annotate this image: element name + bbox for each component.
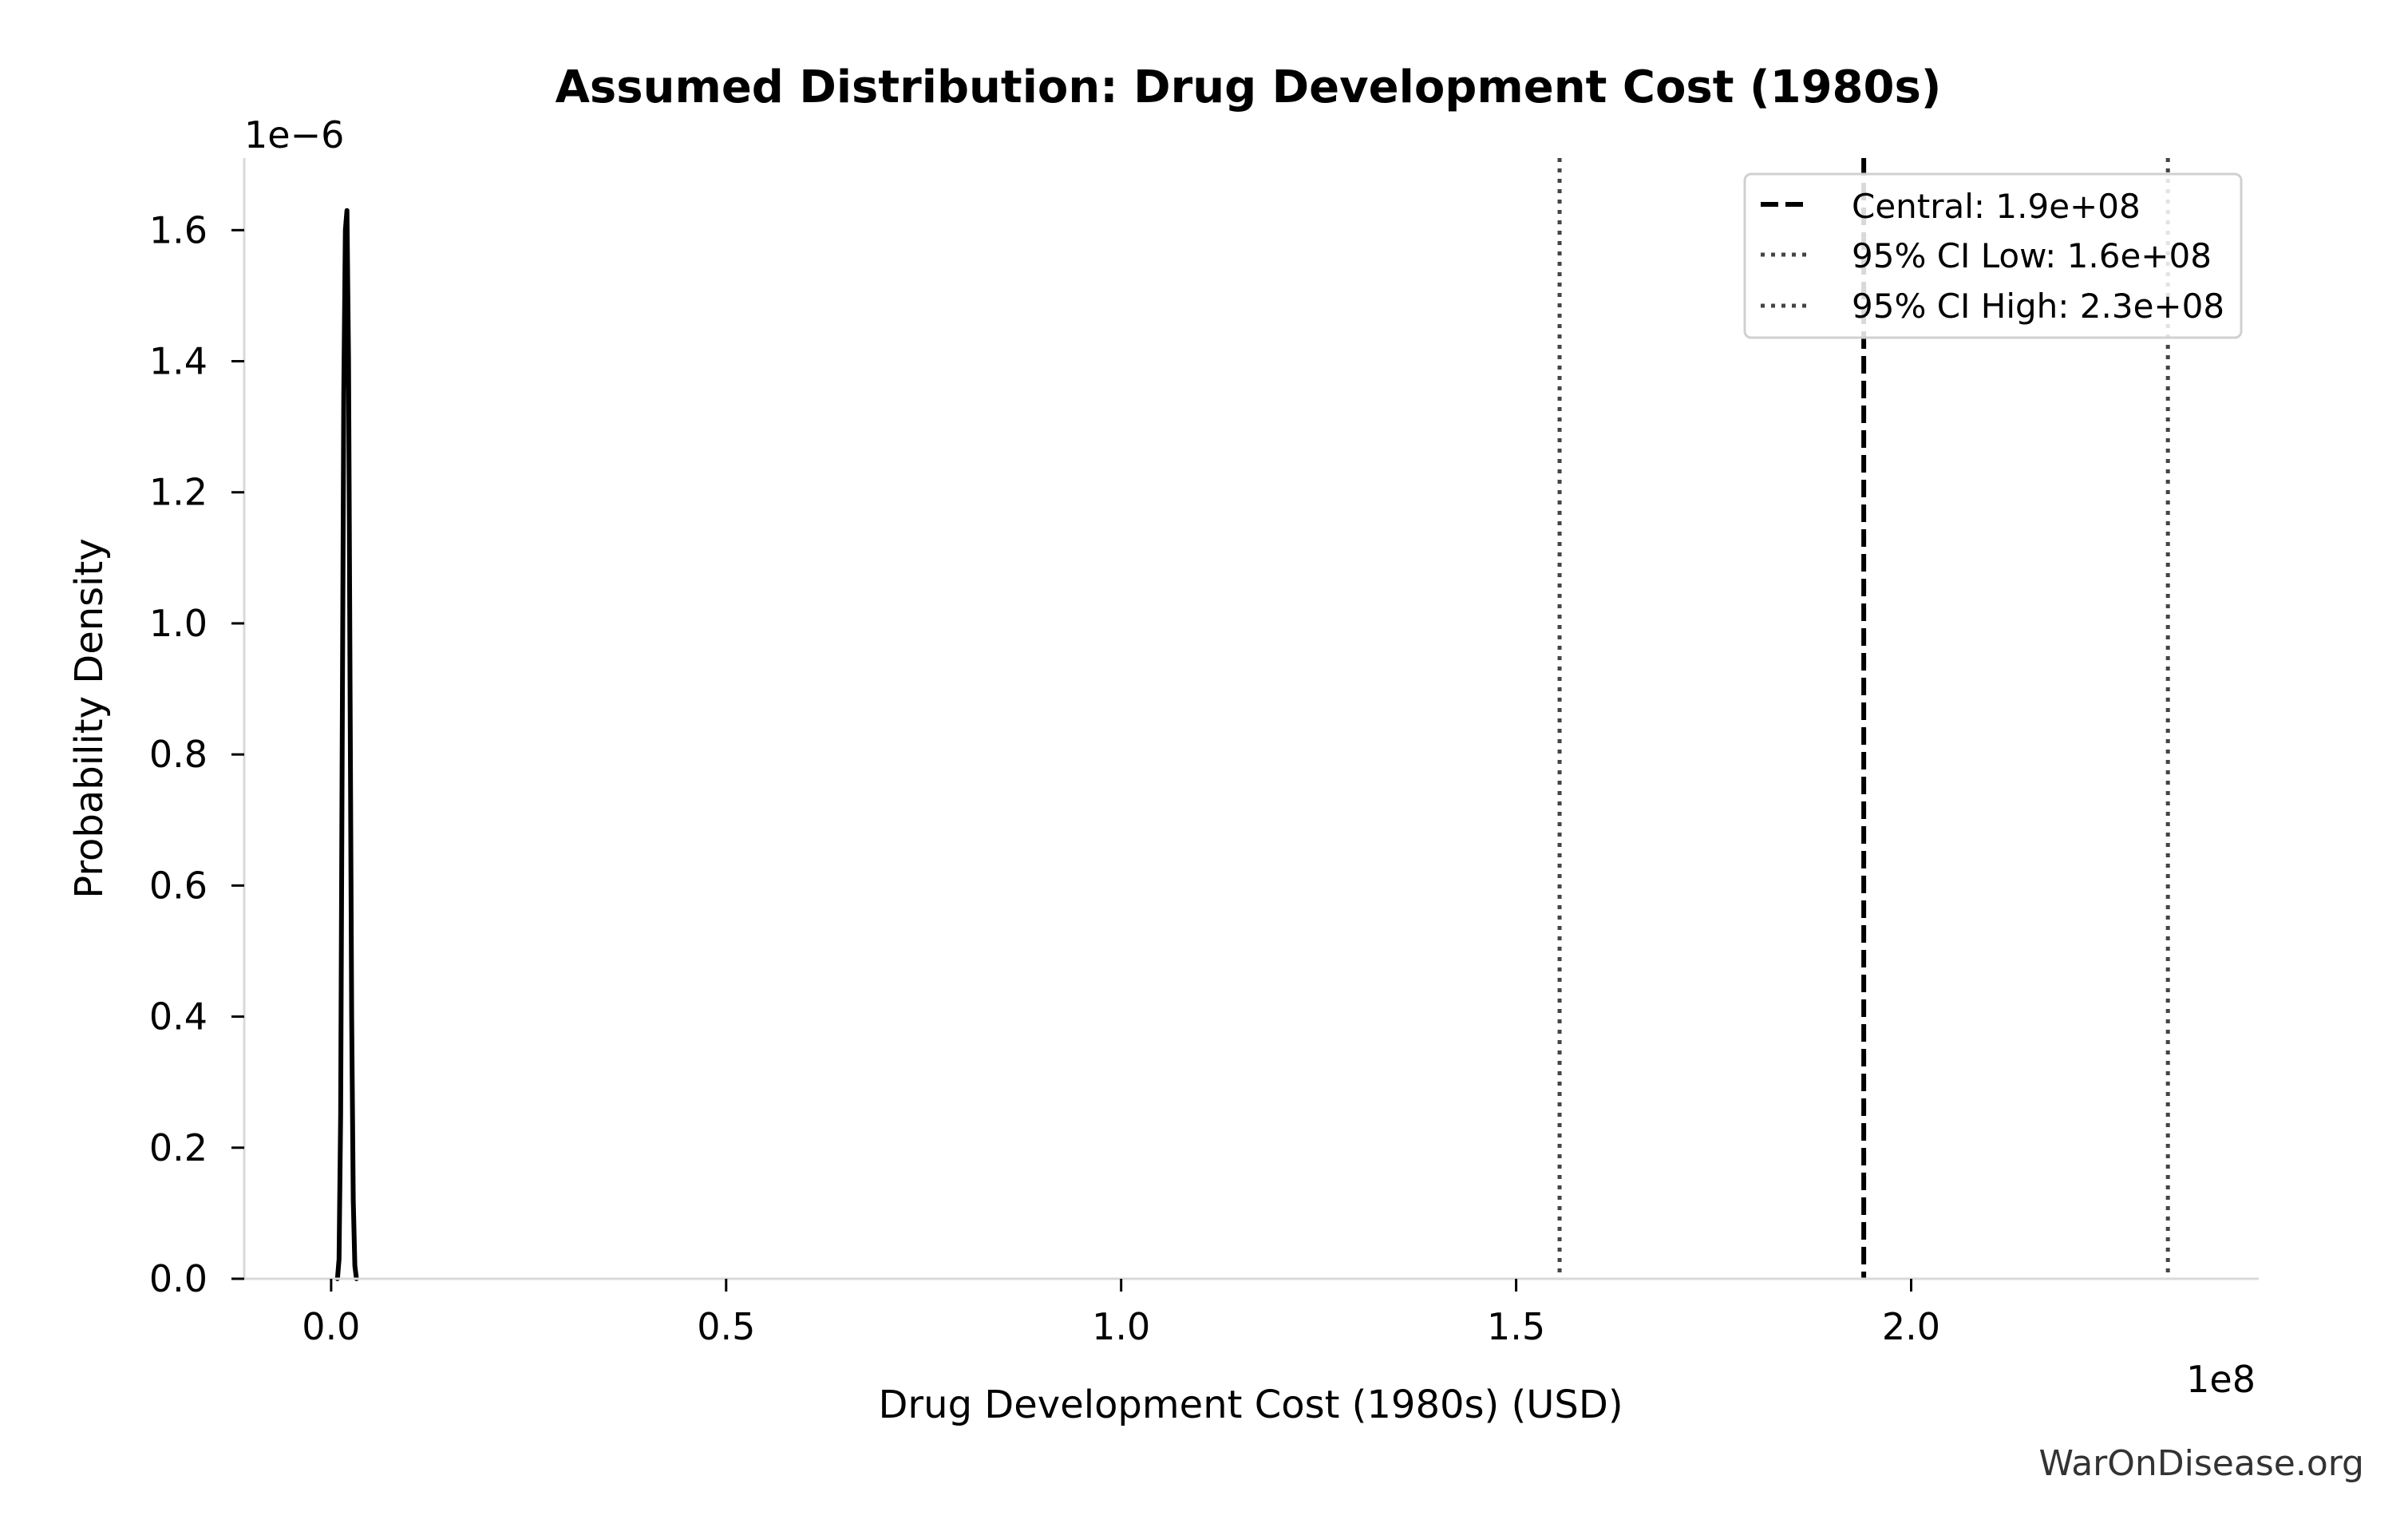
x-axis-label: Drug Development Cost (1980s) (USD) — [878, 1383, 1623, 1427]
density-curve — [334, 208, 359, 1281]
legend-label-ci-low: 95% CI Low: 1.6e+08 — [1852, 236, 2212, 275]
y-tick-label: 1.6 — [149, 208, 208, 251]
plot-area — [334, 158, 2170, 1281]
x-ticks: 0.0 0.5 1.0 1.5 2.0 — [302, 1279, 1940, 1348]
legend: Central: 1.9e+08 95% CI Low: 1.6e+08 95%… — [1743, 172, 2243, 339]
y-tick-label: 1.0 — [149, 602, 208, 645]
x-tick-label: 1.5 — [1487, 1305, 1545, 1348]
y-tick-label: 0.6 — [149, 864, 208, 907]
y-axis-label: Probability Density — [67, 538, 112, 898]
y-tick-label: 0.8 — [149, 733, 208, 776]
y-ticks: 0.0 0.2 0.4 0.6 0.8 1.0 1.2 1.4 1.6 — [149, 208, 244, 1300]
y-offset-label: 1e−6 — [244, 113, 344, 156]
y-tick-label: 0.2 — [149, 1126, 208, 1169]
x-tick-label: 0.5 — [697, 1305, 755, 1348]
watermark: WarOnDisease.org — [2039, 1443, 2364, 1484]
x-tick-label: 2.0 — [1882, 1305, 1940, 1348]
y-tick-label: 1.2 — [149, 471, 208, 514]
chart-title: Assumed Distribution: Drug Development C… — [556, 61, 1942, 113]
legend-label-central: Central: 1.9e+08 — [1852, 187, 2141, 226]
x-tick-label: 0.0 — [302, 1305, 360, 1348]
x-offset-label: 1e8 — [2186, 1358, 2256, 1401]
x-tick-label: 1.0 — [1092, 1305, 1150, 1348]
y-tick-label: 0.4 — [149, 995, 208, 1039]
legend-label-ci-high: 95% CI High: 2.3e+08 — [1852, 287, 2224, 326]
y-tick-label: 1.4 — [149, 340, 208, 383]
y-tick-label: 0.0 — [149, 1257, 208, 1300]
legend-box — [1743, 172, 2243, 339]
